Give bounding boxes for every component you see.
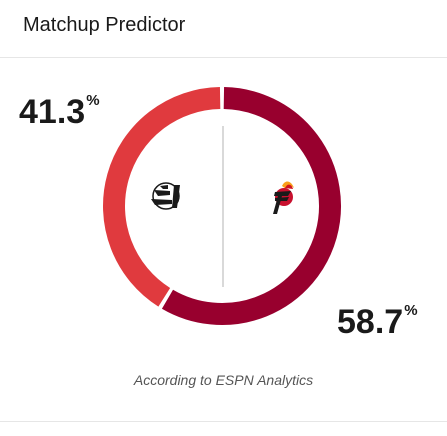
- trail-blazers-logo-icon[interactable]: [151, 182, 180, 210]
- heat-logo-icon[interactable]: [273, 181, 294, 214]
- team-1-win-arc: [103, 87, 221, 307]
- page-title: Matchup Predictor: [23, 14, 186, 36]
- team-1-win-percentage: 41.3%: [19, 92, 100, 131]
- source-attribution: According to ESPN Analytics: [133, 372, 314, 388]
- footer-divider: [0, 421, 447, 422]
- team-2-win-arc: [161, 87, 341, 325]
- team-2-win-percentage: 58.7%: [337, 302, 418, 341]
- header: Matchup Predictor: [0, 0, 447, 58]
